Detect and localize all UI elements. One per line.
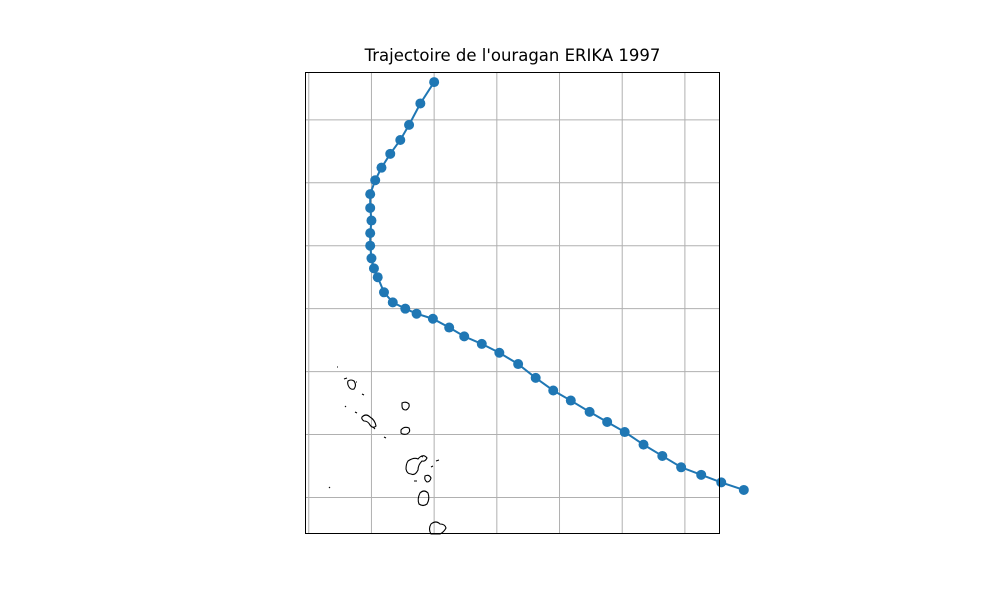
track-point <box>368 263 379 274</box>
grid <box>305 72 720 534</box>
island-coastline <box>424 474 432 483</box>
track-point <box>411 308 422 319</box>
track-point <box>376 162 387 173</box>
island-coastline <box>347 379 357 390</box>
track-point <box>385 148 396 159</box>
track-point <box>365 240 376 251</box>
island-coastline <box>400 426 411 435</box>
track-point <box>372 272 383 283</box>
island-coastline <box>428 521 447 535</box>
track-point <box>427 313 438 324</box>
track-point <box>738 484 749 495</box>
chart-title: Trajectoire de l'ouragan ERIKA 1997 <box>364 46 661 65</box>
track-point <box>565 395 576 406</box>
track-point <box>365 228 376 239</box>
track-point <box>378 287 389 298</box>
island-coastline <box>417 490 430 507</box>
island-coastline <box>361 414 377 428</box>
track-point <box>638 439 649 450</box>
track-point <box>366 215 377 226</box>
track-point <box>429 77 440 88</box>
island-coastline <box>405 455 428 476</box>
track-line <box>369 81 745 491</box>
track-point <box>366 253 377 264</box>
track-point <box>444 322 455 333</box>
island-coastline <box>328 366 440 489</box>
track-point <box>395 134 406 145</box>
track-point <box>513 359 524 370</box>
hurricane-track <box>365 77 749 495</box>
track-point <box>365 202 376 213</box>
island-coastline <box>401 401 410 411</box>
track-point <box>716 477 727 488</box>
track-point <box>494 347 505 358</box>
track-point <box>476 338 487 349</box>
track-point <box>619 427 630 438</box>
coastlines <box>328 366 447 535</box>
track-point <box>459 331 470 342</box>
track-point <box>370 175 381 186</box>
track-point <box>696 469 707 480</box>
track-point <box>657 450 668 461</box>
track-point <box>404 119 415 130</box>
plot-frame <box>305 72 720 534</box>
track-point <box>602 416 613 427</box>
track-point <box>548 385 559 396</box>
track-point <box>400 303 411 314</box>
track-point <box>365 189 376 200</box>
track-point <box>387 297 398 308</box>
track-point <box>676 462 687 473</box>
track-point <box>415 98 426 109</box>
track-point <box>584 406 595 417</box>
track-point <box>530 372 541 383</box>
